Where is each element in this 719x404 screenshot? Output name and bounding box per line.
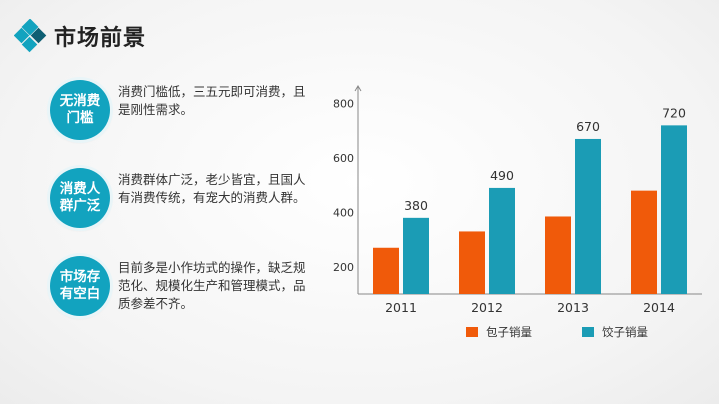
x-tick-label: 2013 — [557, 300, 589, 315]
bar-jiaozi — [403, 217, 429, 294]
point-wide-audience: 消费人 群广泛 消费群体广泛，老少皆宜，且国人有消费传统，有宠大的消费人群。 — [50, 168, 308, 228]
legend-swatch — [466, 327, 478, 337]
data-label: 720 — [662, 105, 686, 120]
data-label: 380 — [404, 198, 428, 213]
bar-baozi — [545, 216, 571, 294]
page-title: 市场前景 — [54, 26, 147, 51]
data-label: 670 — [576, 119, 600, 134]
y-tick-label: 200 — [333, 261, 354, 274]
x-tick-label: 2011 — [385, 300, 417, 315]
legend-label: 包子销量 — [486, 325, 532, 339]
point-text: 目前多是小作坊式的操作，缺乏规范化、规模化生产和管理模式，品质参差不齐。 — [118, 260, 306, 311]
point-text: 消费群体广泛，老少皆宜，且国人有消费传统，有宠大的消费人群。 — [118, 172, 306, 205]
point-badge: 无消费 门槛 — [50, 80, 110, 140]
header: 市场前景 — [14, 18, 146, 54]
data-label: 490 — [490, 168, 514, 183]
bar-jiaozi — [575, 138, 601, 294]
y-tick-label: 400 — [333, 206, 354, 219]
bar-jiaozi — [661, 125, 687, 294]
bar-jiaozi — [489, 187, 515, 294]
legend-swatch — [582, 327, 594, 337]
point-text: 消费门槛低，三五元即可消费，且是刚性需求。 — [118, 84, 306, 117]
bar-baozi — [373, 247, 399, 294]
bar-baozi — [631, 190, 657, 294]
point-no-threshold: 无消费 门槛 消费门槛低，三五元即可消费，且是刚性需求。 — [50, 80, 308, 140]
y-axis-arrow — [354, 85, 362, 92]
y-tick-label: 600 — [333, 152, 354, 165]
sales-bar-chart: 200 400 600 800 380 2011 490 2012 670 2013 720 2014… — [333, 85, 702, 339]
legend-label: 饺子销量 — [602, 325, 648, 339]
y-tick-label: 800 — [333, 98, 354, 111]
x-tick-label: 2014 — [643, 300, 675, 315]
diamond-logo-icon — [14, 19, 48, 53]
x-tick-label: 2012 — [471, 300, 503, 315]
bar-baozi — [459, 231, 485, 294]
point-market-gap: 市场存 有空白 目前多是小作坊式的操作，缺乏规范化、规模化生产和管理模式，品质参差… — [50, 256, 308, 316]
point-badge: 市场存 有空白 — [50, 256, 110, 316]
point-badge: 消费人 群广泛 — [50, 168, 110, 228]
